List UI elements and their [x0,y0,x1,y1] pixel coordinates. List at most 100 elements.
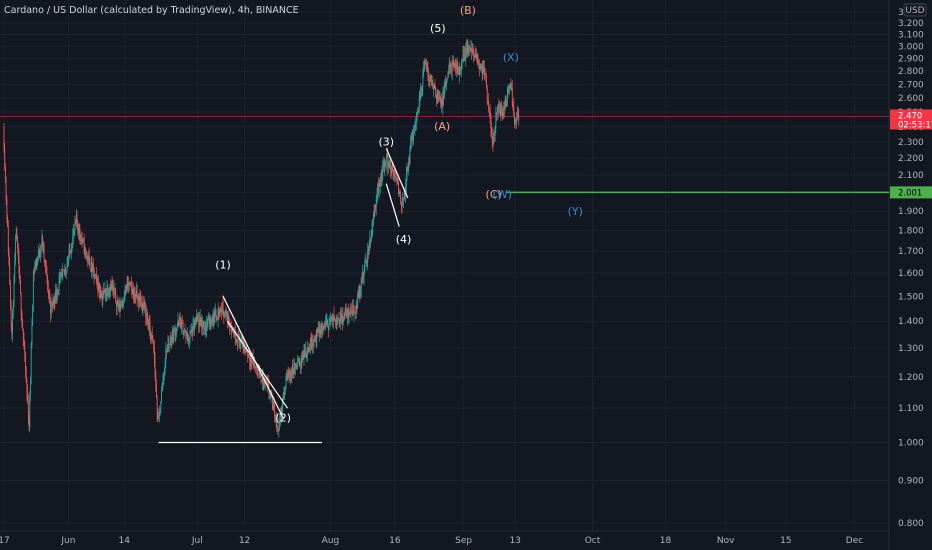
candle-body [191,329,193,332]
candle-body [373,212,375,216]
candle-body [18,257,20,275]
candle-body [204,327,205,330]
candle-body [28,418,30,428]
candle-body [453,61,455,68]
candle-body [252,357,254,366]
candle-body [388,162,390,163]
candle-body [500,109,502,116]
candle-body [356,305,358,309]
candle-body [110,286,112,290]
candle-body [372,223,374,229]
candle-body [389,162,391,169]
candle-body [398,192,400,194]
price-axis[interactable]: 0.800 0.900 1.000 1.100 1.200 1.300 1.400 1.500… [890,8,932,529]
candle-body [320,327,322,337]
candle-body [341,315,343,317]
candle-body [173,330,175,341]
candle-body [457,68,459,70]
price-tick-label: 1.200 [898,373,924,383]
candle-body [207,319,209,325]
candle-body [183,331,185,332]
candle-body [170,338,172,345]
candle-body [396,178,398,184]
candle-body [100,293,102,298]
candle-body [319,329,321,335]
time-tick-label: 17 [0,536,10,546]
candle-body [382,166,384,173]
candle-body [402,200,404,206]
candle-body [102,296,104,301]
candle-body [229,325,230,327]
candle-body [256,371,258,376]
candle-body [472,51,474,54]
candle-body [319,329,321,337]
candle-body [235,338,237,341]
candle-body [329,320,331,324]
candle-body [370,233,372,242]
candle-body [458,67,460,75]
candle-body [45,260,46,266]
candle-body [498,109,500,111]
candle-body [85,251,87,257]
candle-body [185,330,187,336]
candle-body [398,181,399,194]
candle-body [214,312,215,322]
candle-body [474,54,476,58]
candle-body [420,87,422,91]
time-axis[interactable]: 17 Jun 14 Jul 12 Aug 16 Sep 13 Oct 18 Nov 15 Dec [0,536,863,546]
candle-body [277,426,278,430]
candle-body [272,397,273,409]
candle-body [294,362,296,367]
candle-body [128,283,130,286]
candle-body [498,104,500,110]
candle-body [350,306,352,314]
candle-body [193,322,195,329]
candle-body [440,98,442,104]
candle-body [277,429,279,431]
candle-body [437,91,439,101]
candle-body [230,327,232,331]
candle-body [16,233,18,236]
candle-body [37,256,39,261]
candle-body [490,116,492,128]
candle-body [138,296,140,304]
candle-body [139,296,141,300]
candle-body [425,63,427,65]
price-tick-label: 0.900 [898,477,924,487]
candle-body [388,162,389,168]
candle-body [509,83,511,89]
candle-body [308,347,310,352]
candle-body [192,323,194,335]
candle-body [249,356,251,362]
candle-body [21,312,23,323]
candle-body [452,60,454,62]
candle-body [259,373,261,378]
candle-body [22,330,24,341]
candle-body [130,282,132,284]
candle-body [497,104,499,108]
candle-body [386,155,388,157]
candle-body [433,84,435,89]
candle-body [378,183,380,193]
candle-body [113,290,115,293]
candle-body [456,63,458,69]
candle-body [140,299,142,307]
candle-body [307,347,309,349]
candle-body [179,316,181,323]
candle-body [428,73,429,78]
candle-body [228,316,230,326]
candle-body [6,198,8,218]
price-tick-label: 1.400 [898,317,924,327]
candle-body [392,164,394,170]
candle-body [17,235,19,248]
candle-body [322,327,324,332]
wave-label: (3) [379,135,395,148]
candle-body [434,85,436,89]
currency-button[interactable]: USD [903,3,927,17]
candle-body [435,96,437,100]
candle-body [115,290,117,302]
candle-body [55,290,56,303]
candle-body [136,290,138,299]
candle-body [375,204,377,208]
